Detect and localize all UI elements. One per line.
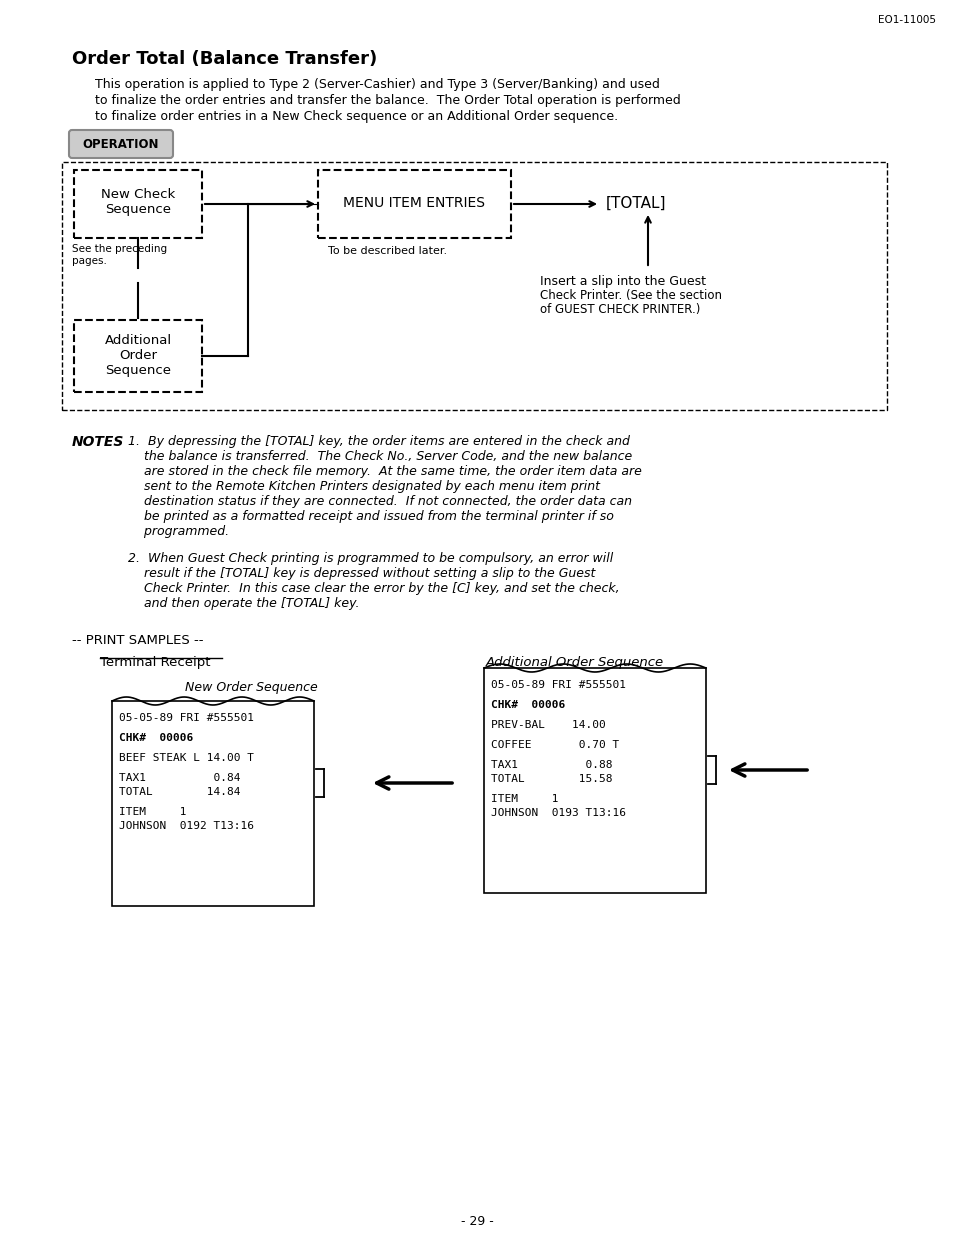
Text: MENU ITEM ENTRIES: MENU ITEM ENTRIES: [343, 196, 485, 209]
Text: To be described later.: To be described later.: [328, 247, 447, 256]
Text: See the preceding
pages.: See the preceding pages.: [71, 244, 167, 265]
Text: Order Total (Balance Transfer): Order Total (Balance Transfer): [71, 50, 376, 68]
Text: 05-05-89 FRI #555501: 05-05-89 FRI #555501: [491, 680, 625, 690]
Text: sent to the Remote Kitchen Printers designated by each menu item print: sent to the Remote Kitchen Printers desi…: [128, 479, 599, 493]
Text: TAX1          0.84: TAX1 0.84: [119, 773, 240, 783]
Text: 05-05-89 FRI #555501: 05-05-89 FRI #555501: [119, 712, 253, 724]
Text: This operation is applied to Type 2 (Server-Cashier) and Type 3 (Server/Banking): This operation is applied to Type 2 (Ser…: [95, 78, 659, 90]
FancyBboxPatch shape: [69, 130, 172, 159]
Text: CHK#  00006: CHK# 00006: [491, 700, 565, 710]
Text: of GUEST CHECK PRINTER.): of GUEST CHECK PRINTER.): [539, 304, 700, 316]
Text: TOTAL        14.84: TOTAL 14.84: [119, 787, 240, 797]
Text: to finalize order entries in a New Check sequence or an Additional Order sequenc: to finalize order entries in a New Check…: [95, 110, 618, 123]
Text: COFFEE       0.70 T: COFFEE 0.70 T: [491, 740, 618, 750]
Text: JOHNSON  0193 T13:16: JOHNSON 0193 T13:16: [491, 808, 625, 818]
Text: [TOTAL]: [TOTAL]: [605, 196, 666, 211]
Text: TAX1          0.88: TAX1 0.88: [491, 760, 612, 769]
Bar: [483, 668, 705, 893]
Text: to finalize the order entries and transfer the balance.  The Order Total operati: to finalize the order entries and transf…: [95, 94, 680, 107]
Text: 2.  When Guest Check printing is programmed to be compulsory, an error will: 2. When Guest Check printing is programm…: [128, 553, 613, 565]
Text: Additional
Order
Sequence: Additional Order Sequence: [104, 335, 172, 377]
Text: programmed.: programmed.: [128, 525, 229, 538]
Text: destination status if they are connected.  If not connected, the order data can: destination status if they are connected…: [128, 496, 631, 508]
Text: CHK#  00006: CHK# 00006: [119, 733, 193, 743]
Text: New Check
Sequence: New Check Sequence: [101, 188, 175, 216]
Text: EO1-11005: EO1-11005: [877, 15, 935, 25]
Bar: [112, 701, 314, 906]
Text: PREV-BAL    14.00: PREV-BAL 14.00: [491, 720, 605, 730]
Text: Insert a slip into the Guest: Insert a slip into the Guest: [539, 275, 705, 287]
Text: 1.  By depressing the [TOTAL] key, the order items are entered in the check and: 1. By depressing the [TOTAL] key, the or…: [128, 435, 629, 449]
FancyBboxPatch shape: [74, 320, 202, 392]
Text: OPERATION: OPERATION: [83, 138, 159, 151]
Text: ITEM     1: ITEM 1: [491, 794, 558, 804]
Text: result if the [TOTAL] key is depressed without setting a slip to the Guest: result if the [TOTAL] key is depressed w…: [128, 567, 595, 580]
Text: JOHNSON  0192 T13:16: JOHNSON 0192 T13:16: [119, 821, 253, 831]
Text: and then operate the [TOTAL] key.: and then operate the [TOTAL] key.: [128, 597, 359, 610]
Text: be printed as a formatted receipt and issued from the terminal printer if so: be printed as a formatted receipt and is…: [128, 510, 613, 523]
Text: BEEF STEAK L 14.00 T: BEEF STEAK L 14.00 T: [119, 753, 253, 763]
Text: Additional Order Sequence: Additional Order Sequence: [485, 655, 663, 669]
Text: Check Printer. (See the section: Check Printer. (See the section: [539, 289, 721, 302]
Text: are stored in the check file memory.  At the same time, the order item data are: are stored in the check file memory. At …: [128, 465, 641, 478]
Text: Check Printer.  In this case clear the error by the [C] key, and set the check,: Check Printer. In this case clear the er…: [128, 582, 619, 595]
FancyBboxPatch shape: [74, 170, 202, 238]
FancyBboxPatch shape: [317, 170, 511, 238]
Text: TOTAL        15.58: TOTAL 15.58: [491, 774, 612, 784]
Text: the balance is transferred.  The Check No., Server Code, and the new balance: the balance is transferred. The Check No…: [128, 450, 632, 463]
Text: NOTES: NOTES: [71, 435, 124, 449]
Text: ITEM     1: ITEM 1: [119, 807, 186, 817]
Text: Terminal Receipt: Terminal Receipt: [100, 655, 211, 669]
Text: -- PRINT SAMPLES --: -- PRINT SAMPLES --: [71, 634, 203, 647]
Text: - 29 -: - 29 -: [460, 1215, 493, 1228]
Text: New Order Sequence: New Order Sequence: [185, 681, 317, 694]
